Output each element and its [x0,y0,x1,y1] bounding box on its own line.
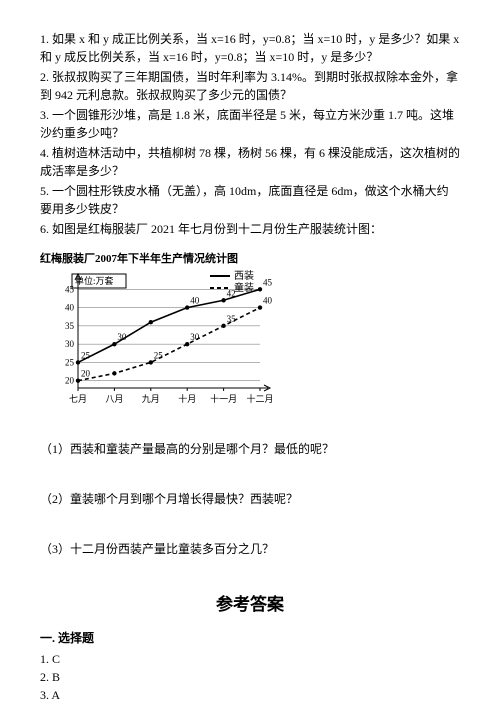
svg-text:25: 25 [81,350,91,360]
svg-text:西装: 西装 [234,269,254,282]
svg-text:十一月: 十一月 [210,393,237,404]
svg-text:42: 42 [227,288,236,298]
problem-6: 6. 如图是红梅服装厂 2021 年七月份到十二月份生产服装统计图： [40,220,460,238]
problem-5: 5. 一个圆柱形铁皮水桶（无盖），高 10dm，底面直径是 6dm，做这个水桶大… [40,182,460,218]
chart-title: 红梅服装厂2007年下半年生产情况统计图 [40,250,460,266]
answers-heading: 参考答案 [40,590,460,615]
answer-1: 1. C [40,650,460,668]
svg-text:30: 30 [190,332,200,342]
svg-text:45: 45 [263,277,273,287]
svg-text:25: 25 [65,357,75,367]
svg-text:十二月: 十二月 [246,393,273,404]
svg-text:20: 20 [81,369,91,379]
answers-section-head: 一. 选择题 [40,629,460,646]
problem-2: 2. 张叔叔购买了三年期国债，当时年利率为 3.14%。到期时张叔叔除本金外，拿… [40,68,460,104]
svg-text:45: 45 [65,284,75,294]
sub-questions: （1）西装和童装产量最高的分别是哪个月？最低的呢？ （2）童装哪个月到哪个月增长… [40,440,460,558]
sub-question-1: （1）西装和童装产量最高的分别是哪个月？最低的呢？ [40,440,460,458]
svg-text:40: 40 [65,303,75,313]
chart-block: 红梅服装厂2007年下半年生产情况统计图 单位:万套西装童装2025303540… [40,250,460,422]
svg-text:35: 35 [65,321,75,331]
answer-3: 3. A [40,686,460,704]
svg-text:十月: 十月 [178,393,196,404]
sub-question-2: （2）童装哪个月到哪个月增长得最快？西装呢？ [40,490,460,508]
problem-4: 4. 植树造林活动中，共植柳树 78 棵，杨树 56 棵，有 6 棵没能成活，这… [40,144,460,180]
svg-text:30: 30 [65,339,75,349]
answer-2: 2. B [40,668,460,686]
svg-text:40: 40 [263,296,273,306]
svg-text:35: 35 [227,314,237,324]
production-line-chart: 单位:万套西装童装202530354045七月八月九月十月十一月十二月25304… [40,268,280,418]
svg-text:单位:万套: 单位:万套 [75,275,114,286]
svg-text:40: 40 [190,296,200,306]
svg-text:30: 30 [117,332,127,342]
svg-text:八月: 八月 [105,394,123,404]
svg-text:七月: 七月 [69,394,87,404]
problem-list: 1. 如果 x 和 y 成正比例关系，当 x=16 时，y=0.8；当 x=10… [40,30,460,238]
svg-text:九月: 九月 [142,394,160,404]
svg-text:25: 25 [154,350,164,360]
problem-1: 1. 如果 x 和 y 成正比例关系，当 x=16 时，y=0.8；当 x=10… [40,30,460,66]
problem-3: 3. 一个圆锥形沙堆，高是 1.8 米，底面半径是 5 米，每立方米沙重 1.7… [40,106,460,142]
answers-list: 1. C 2. B 3. A [40,650,460,704]
sub-question-3: （3）十二月份西装产量比童装多百分之几？ [40,540,460,558]
svg-text:20: 20 [65,376,75,386]
